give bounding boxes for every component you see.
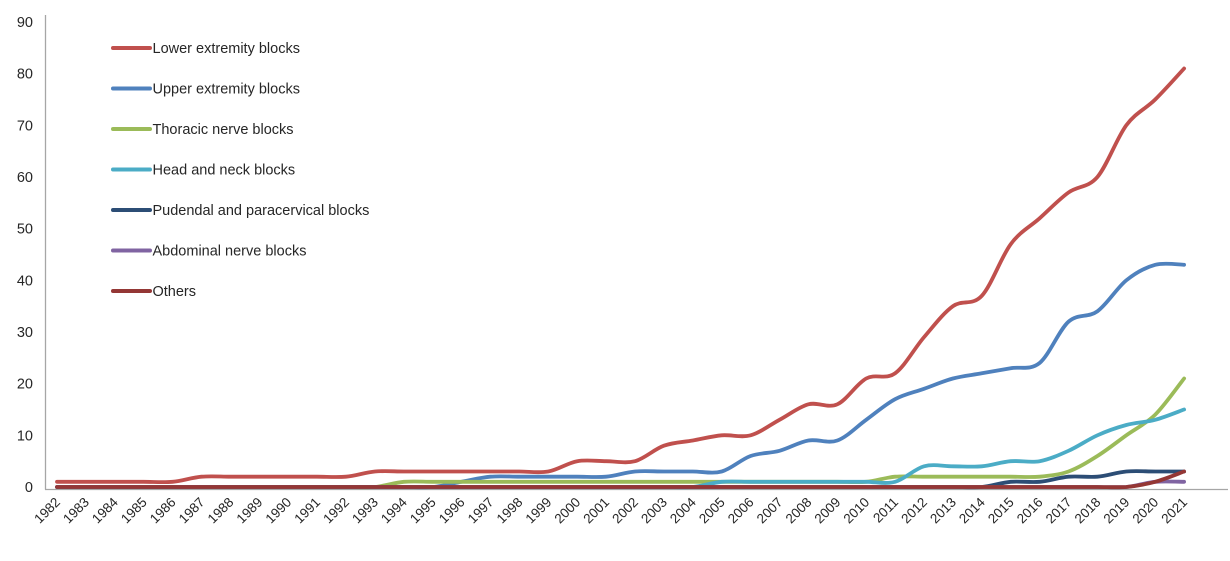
- legend-label-others: Others: [153, 284, 197, 300]
- x-tick-label-2000: 2000: [551, 495, 583, 527]
- x-tick-label-2003: 2003: [638, 495, 670, 527]
- series-line-upper-extremity-blocks: [55, 261, 1186, 490]
- x-tick-label-1999: 1999: [523, 495, 555, 527]
- x-tick-label-1986: 1986: [147, 495, 179, 527]
- x-tick-label-2011: 2011: [870, 495, 901, 526]
- x-tick-label-1982: 1982: [31, 495, 63, 527]
- x-tick-label-1983: 1983: [60, 495, 92, 527]
- series-line-lower-extremity-blocks: [55, 66, 1186, 485]
- x-tick-label-1988: 1988: [205, 495, 237, 527]
- x-tick-label-2004: 2004: [667, 494, 699, 526]
- x-tick-label-2018: 2018: [1072, 495, 1104, 527]
- x-tick-label-2014: 2014: [956, 494, 988, 526]
- y-tick-label-90: 90: [17, 15, 33, 31]
- x-tick-label-1989: 1989: [234, 495, 266, 527]
- x-tick-label-2013: 2013: [927, 495, 959, 527]
- x-tick-label-1995: 1995: [407, 495, 439, 527]
- x-tick-label-2009: 2009: [812, 495, 844, 527]
- x-tick-label-1996: 1996: [436, 495, 468, 527]
- x-tick-label-2019: 2019: [1101, 495, 1133, 527]
- x-tick-label-1984: 1984: [89, 494, 121, 526]
- x-tick-label-2012: 2012: [898, 495, 930, 527]
- x-tick-label-2007: 2007: [754, 495, 786, 527]
- x-tick-label-2010: 2010: [840, 495, 872, 527]
- y-tick-label-80: 80: [17, 67, 33, 83]
- x-tick-label-1997: 1997: [465, 495, 497, 527]
- y-tick-label-50: 50: [17, 222, 33, 238]
- x-tick-label-2006: 2006: [725, 495, 757, 527]
- y-tick-label-0: 0: [25, 480, 33, 496]
- y-tick-label-20: 20: [17, 377, 33, 393]
- legend-label-thoracic-nerve-blocks: Thoracic nerve blocks: [153, 122, 294, 138]
- y-tick-label-70: 70: [17, 118, 33, 134]
- y-tick-label-40: 40: [17, 273, 33, 289]
- legend-label-head-and-neck-blocks: Head and neck blocks: [153, 163, 296, 179]
- x-tick-label-2001: 2001: [580, 495, 612, 527]
- series-line-thoracic-nerve-blocks: [55, 376, 1186, 490]
- legend-label-lower-extremity-blocks: Lower extremity blocks: [153, 41, 300, 57]
- x-tick-label-1998: 1998: [494, 495, 526, 527]
- x-tick-label-2015: 2015: [985, 495, 1017, 527]
- legend-label-abdominal-nerve-blocks: Abdominal nerve blocks: [153, 244, 307, 260]
- x-tick-label-2017: 2017: [1043, 495, 1075, 527]
- x-tick-label-1991: 1991: [291, 495, 323, 527]
- x-tick-label-2002: 2002: [609, 495, 641, 527]
- x-tick-label-1987: 1987: [176, 495, 208, 527]
- x-tick-label-2008: 2008: [783, 495, 815, 527]
- x-tick-label-2020: 2020: [1129, 495, 1161, 527]
- y-tick-label-30: 30: [17, 325, 33, 341]
- legend-label-pudendal-and-paracervical-blocks: Pudendal and paracervical blocks: [153, 203, 370, 219]
- x-tick-label-2016: 2016: [1014, 495, 1046, 527]
- x-tick-label-1994: 1994: [378, 494, 410, 526]
- y-tick-label-10: 10: [17, 428, 33, 444]
- y-tick-label-60: 60: [17, 170, 33, 186]
- legend-label-upper-extremity-blocks: Upper extremity blocks: [153, 82, 300, 98]
- x-tick-label-1993: 1993: [349, 495, 381, 527]
- x-tick-label-2005: 2005: [696, 495, 728, 527]
- x-tick-label-1992: 1992: [320, 495, 352, 527]
- x-tick-label-2021: 2021: [1158, 495, 1190, 527]
- x-tick-label-1985: 1985: [118, 495, 150, 527]
- series-line-others: [55, 469, 1186, 490]
- x-tick-label-1990: 1990: [262, 495, 294, 527]
